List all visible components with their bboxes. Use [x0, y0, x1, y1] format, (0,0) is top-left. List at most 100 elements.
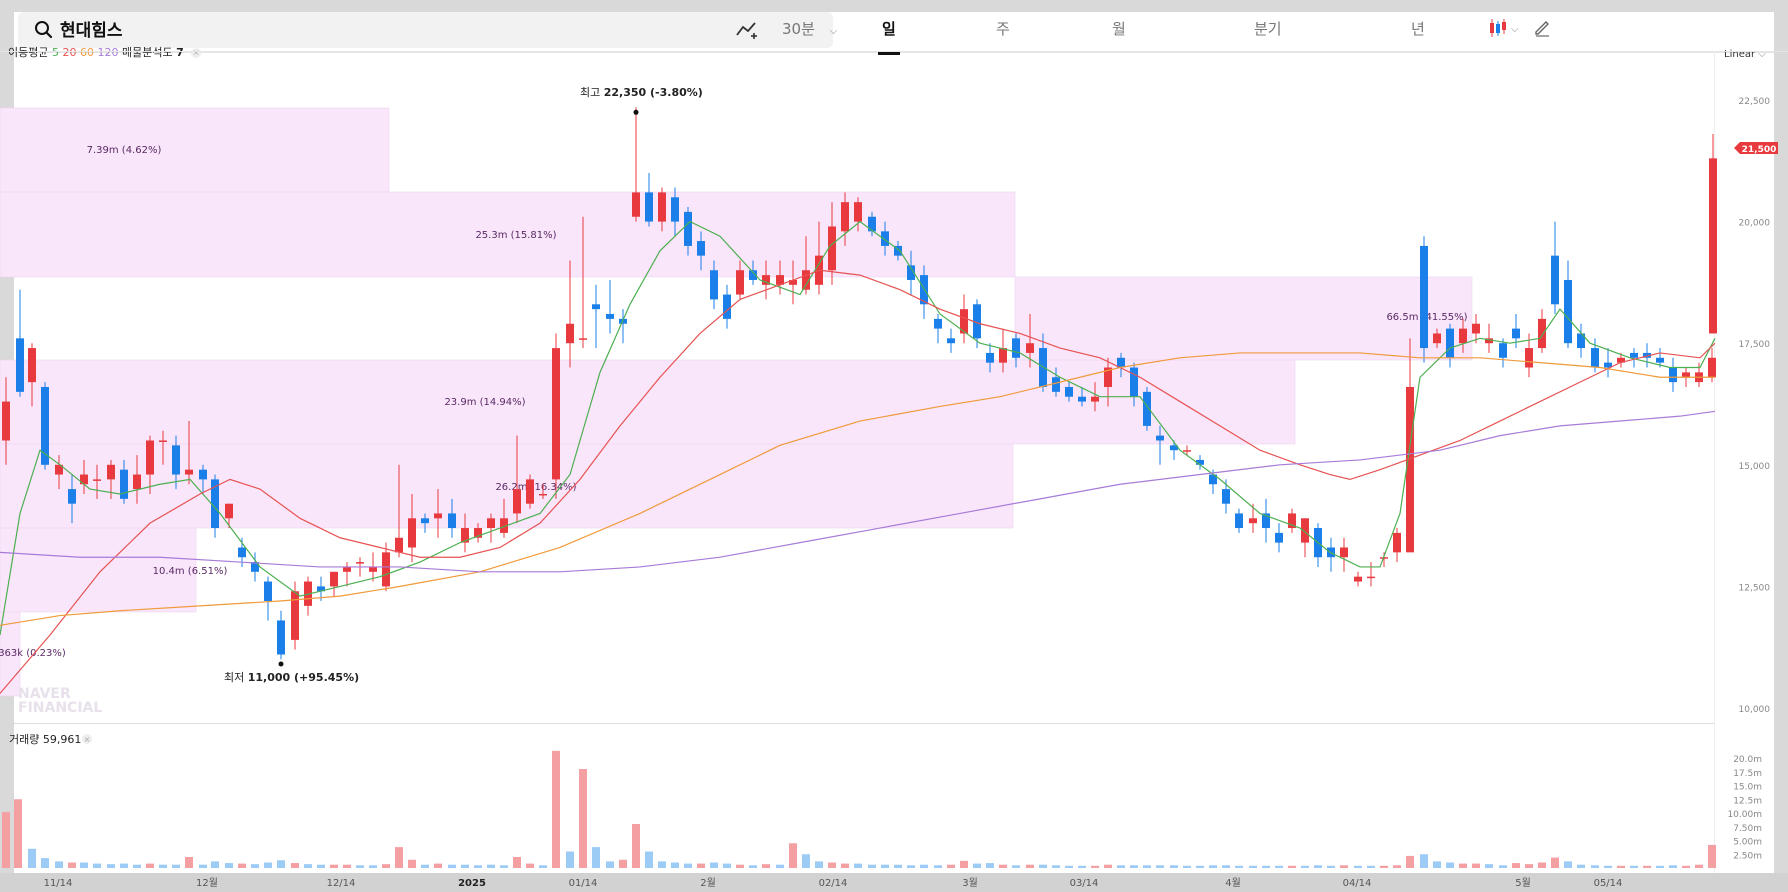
candle	[1656, 357, 1664, 363]
volume-bar	[421, 864, 429, 868]
scale-mode-selector[interactable]: Linear ⌵	[1724, 49, 1766, 60]
volume-bar	[28, 848, 36, 868]
close-icon[interactable]	[82, 734, 92, 744]
stock-search-box[interactable]: 현대힘스	[18, 12, 833, 48]
candle	[1117, 357, 1125, 368]
volume-bar	[1669, 865, 1677, 868]
volume-bar	[776, 864, 784, 868]
date-tick-label: 12/14	[327, 878, 356, 889]
candle	[356, 562, 364, 564]
tab-year[interactable]: 년	[1411, 20, 1425, 38]
tab-month[interactable]: 월	[1112, 20, 1126, 38]
candle	[251, 562, 259, 572]
candle	[28, 348, 36, 383]
volume-bar	[1564, 861, 1572, 868]
volume-bar	[1695, 864, 1703, 868]
candle	[1485, 338, 1493, 344]
candle	[1420, 245, 1428, 349]
candle-type-icon[interactable]: ⌵	[1488, 16, 1524, 40]
candle	[526, 479, 534, 504]
interval-selector[interactable]: 30분 ⌵	[782, 12, 837, 52]
volume-profile-bar	[0, 443, 1014, 529]
volume-bar	[107, 864, 115, 868]
candle	[828, 226, 836, 271]
volume-bar	[828, 862, 836, 868]
date-tick-label: 04/14	[1343, 878, 1372, 889]
candle	[199, 469, 207, 480]
candle	[973, 304, 981, 339]
candle	[632, 192, 640, 217]
volume-bar	[343, 864, 351, 868]
volume-bar	[723, 863, 731, 868]
volume-bar	[645, 851, 653, 868]
chevron-down-icon: ⌵	[1758, 49, 1766, 60]
date-axis-bg	[0, 873, 1788, 892]
volume-bar	[1249, 865, 1257, 868]
candle	[1026, 343, 1034, 353]
volume-profile-label: 363k (0.23%)	[0, 648, 66, 659]
volume-tick-label: 15.0m	[1733, 783, 1762, 793]
candle	[1340, 547, 1348, 558]
candle	[1512, 328, 1520, 339]
close-icon: ×	[84, 735, 91, 744]
volume-bar	[1052, 865, 1060, 868]
volume-tick-label: 20.0m	[1733, 755, 1762, 765]
volume-tick-label: 7.50m	[1733, 824, 1762, 834]
volume-profile-legend[interactable]: 매물분석도 7 ×	[122, 44, 202, 60]
candle	[395, 537, 403, 553]
candle	[841, 202, 849, 232]
volume-bar	[619, 859, 627, 868]
candle	[658, 192, 666, 222]
volume-bar	[1630, 865, 1638, 868]
candle	[1196, 459, 1204, 465]
volume-tick-label: 5.00m	[1733, 838, 1762, 848]
candle	[606, 314, 614, 319]
candle	[1222, 489, 1230, 504]
volume-bar	[841, 863, 849, 868]
volume-bar	[277, 860, 285, 868]
date-tick-label: 03/14	[1070, 878, 1099, 889]
candle	[566, 323, 574, 344]
close-icon[interactable]: ×	[191, 48, 202, 58]
drawing-tool-icon[interactable]	[734, 18, 760, 40]
volume-bar	[251, 864, 259, 868]
candle	[421, 518, 429, 524]
volume-divider	[14, 723, 1714, 724]
volume-bar	[1525, 864, 1533, 868]
volume-bar	[1591, 865, 1599, 868]
date-tick-label: 4월	[1225, 877, 1241, 889]
volume-bar	[1367, 865, 1375, 868]
candle	[1459, 328, 1467, 344]
candle	[710, 270, 718, 300]
volume-bar	[291, 863, 299, 868]
volume-bar	[894, 864, 902, 868]
volume-bar	[632, 824, 640, 868]
candle	[1669, 367, 1677, 383]
candle	[1380, 557, 1388, 559]
volume-bar	[14, 799, 22, 868]
search-icon	[35, 21, 53, 39]
candle	[1446, 328, 1454, 358]
volume-profile-label: 7.39m (4.62%)	[87, 145, 162, 156]
volume-bar	[225, 863, 233, 868]
stock-name: 현대힘스	[60, 21, 123, 41]
candle	[697, 241, 705, 256]
pencil-icon[interactable]	[1532, 17, 1552, 37]
volume-tick-label: 2.50m	[1733, 851, 1762, 861]
candle	[1275, 532, 1283, 543]
high-value: 22,350 (-3.80%)	[604, 86, 703, 99]
tab-quarter[interactable]: 분기	[1254, 20, 1282, 38]
ma-legend[interactable]: 이동평균 5 20 60 120	[8, 44, 118, 60]
tab-week[interactable]: 주	[996, 20, 1010, 38]
volume-bar	[1222, 865, 1230, 868]
volume-bar	[369, 865, 377, 868]
ma60-line	[0, 352, 1715, 626]
candle	[93, 479, 101, 481]
tab-day[interactable]: 일	[878, 12, 900, 55]
candle	[671, 197, 679, 222]
volume-bar	[1026, 864, 1034, 868]
candle	[1591, 348, 1599, 368]
candle	[684, 211, 692, 246]
